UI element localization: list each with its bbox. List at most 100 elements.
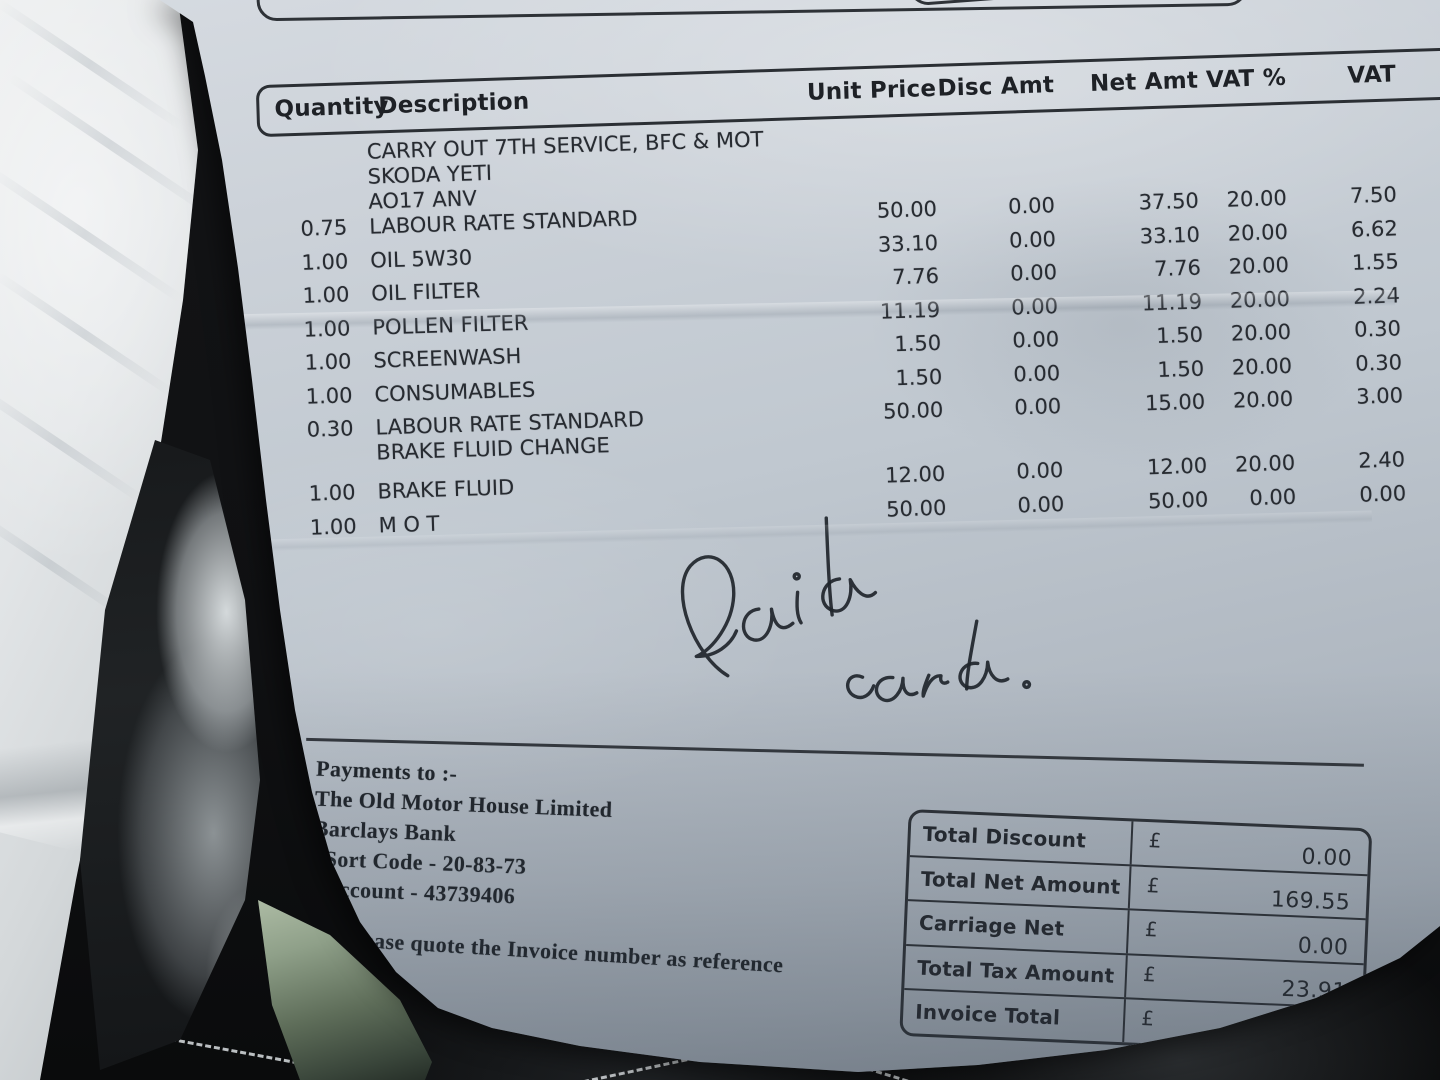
qty-cell: 1.00 xyxy=(303,315,351,342)
qty-cell: 0.75 xyxy=(300,215,348,241)
table-row: 0.75 LABOUR RATE STANDARD 50.00 0.00 37.… xyxy=(172,180,1440,254)
description-cell: SCREENWASH xyxy=(373,343,522,373)
vat-cell: 2.24 xyxy=(1352,282,1401,309)
vat-cell: 6.62 xyxy=(1350,215,1399,242)
qty-cell: 1.00 xyxy=(302,282,350,308)
description-cell: AO17 ANV xyxy=(368,186,478,214)
total-value: 0.00 xyxy=(1301,844,1353,872)
net-amt-cell: 11.19 xyxy=(1141,289,1203,315)
currency-symbol: £ xyxy=(1140,1005,1155,1031)
total-value: 193.46 xyxy=(1264,1020,1346,1049)
description-cell: SKODA YETI xyxy=(367,160,493,189)
totals-row: Total Tax Amount £ 23.91 xyxy=(904,945,1364,1010)
unit-price-cell: 12.00 xyxy=(884,461,946,488)
total-value-cell: £ 23.91 xyxy=(1126,955,1364,1007)
disc-amt-cell: 0.00 xyxy=(1013,360,1061,387)
total-label: Total Net Amount xyxy=(908,856,1132,909)
net-amt-cell: 15.00 xyxy=(1144,389,1206,416)
description-cell: POLLEN FILTER xyxy=(372,310,529,340)
description-line2: BRAKE FLUID CHANGE xyxy=(375,433,611,465)
header-net-amt: Net Amt xyxy=(1089,67,1199,97)
vat-cell: 2.40 xyxy=(1357,447,1406,473)
total-value-cell: £ 169.55 xyxy=(1130,866,1368,918)
total-value: 0.00 xyxy=(1297,932,1349,961)
currency-symbol: £ xyxy=(1142,961,1157,987)
disc-amt-cell: 0.00 xyxy=(1009,260,1058,286)
unit-price-cell: 50.00 xyxy=(882,397,944,424)
disc-amt-cell: 0.00 xyxy=(1014,394,1062,420)
header-description: Description xyxy=(378,88,530,120)
disc-amt-cell: 0.00 xyxy=(1007,193,1056,219)
vat-pct-cell: 20.00 xyxy=(1234,450,1296,477)
net-amt-cell: 1.50 xyxy=(1156,356,1205,382)
description-cell: OIL FILTER xyxy=(370,278,481,306)
vat-pct-cell: 20.00 xyxy=(1229,286,1291,313)
net-amt-cell: 1.50 xyxy=(1155,322,1204,349)
qty-cell: 1.00 xyxy=(301,248,349,275)
vat-pct-cell: 20.00 xyxy=(1228,252,1290,279)
description-cell: CONSUMABLES xyxy=(374,377,536,407)
currency-symbol: £ xyxy=(1144,917,1159,942)
net-amt-cell: 7.76 xyxy=(1153,255,1202,282)
table-row: 0.30 LABOUR RATE STANDARD BRAKE FLUID CHA… xyxy=(178,381,1440,485)
vat-cell: 1.55 xyxy=(1351,249,1400,275)
qty-cell: 0.30 xyxy=(306,416,354,442)
vat-cell: 0.00 xyxy=(1358,480,1407,507)
totals-row: Total Net Amount £ 169.55 xyxy=(907,856,1368,921)
net-amt-cell: 12.00 xyxy=(1146,453,1208,480)
vat-cell: 0.30 xyxy=(1354,349,1403,376)
total-value: 169.55 xyxy=(1270,887,1351,916)
payments-block: Payments to :- The Old Motor House Limit… xyxy=(309,754,976,985)
table-row: AO17 ANV xyxy=(171,155,1440,221)
paper-crease xyxy=(172,510,1372,554)
total-value: 23.91 xyxy=(1281,976,1348,1005)
table-row: CARRY OUT 7TH SERVICE, BFC & MOT xyxy=(170,105,1440,171)
clipped-address-box: 00 7LL xyxy=(255,0,1248,22)
qty-cell: 1.00 xyxy=(304,349,352,375)
items-table-header: Quantity Description Unit Price Disc Amt… xyxy=(255,47,1440,138)
totals-row: Total Discount £ 0.00 xyxy=(909,812,1370,876)
unit-price-cell: 11.19 xyxy=(879,297,941,324)
qty-cell: 1.00 xyxy=(308,480,356,506)
disc-amt-cell: 0.00 xyxy=(1016,458,1064,484)
currency-symbol: £ xyxy=(1146,872,1161,898)
clipped-meta-box xyxy=(902,0,1345,7)
table-row: 1.00 CONSUMABLES 1.50 0.00 1.50 20.00 0.… xyxy=(177,348,1440,422)
unit-price-cell: 50.00 xyxy=(876,196,938,223)
net-amt-cell: 33.10 xyxy=(1139,222,1201,248)
table-row: 1.00 OIL 5W30 33.10 0.00 33.10 20.00 6.6… xyxy=(173,214,1440,288)
vat-cell: 3.00 xyxy=(1355,383,1404,409)
description-cell: M O T xyxy=(378,511,440,538)
total-value-cell: £ 0.00 xyxy=(1132,821,1370,873)
description-cell: LABOUR RATE STANDARD BRAKE FLUID CHANGE xyxy=(353,402,795,480)
header-unit-price: Unit Price xyxy=(806,75,937,106)
net-amt-cell: 37.50 xyxy=(1138,188,1200,215)
header-vat: VAT xyxy=(1347,61,1397,89)
payments-divider-line xyxy=(306,737,1364,767)
net-amt-cell: 50.00 xyxy=(1147,486,1209,513)
table-row: SKODA YETI xyxy=(170,130,1440,196)
vat-pct-cell: 20.00 xyxy=(1226,185,1288,212)
payments-sort-code: Sort Code - 20-83-73 xyxy=(324,845,527,879)
disc-amt-cell: 0.00 xyxy=(1011,327,1060,353)
vat-cell: 0.30 xyxy=(1353,316,1402,342)
total-value-cell: £ 0.00 xyxy=(1128,910,1366,962)
table-row: 1.00 SCREENWASH 1.50 0.00 1.50 20.00 0.3… xyxy=(176,314,1440,388)
unit-price-cell: 50.00 xyxy=(885,495,947,522)
vat-pct-cell: 20.00 xyxy=(1232,386,1294,413)
table-row: 1.00 OIL FILTER 7.76 0.00 7.76 20.00 1.5… xyxy=(174,247,1440,321)
header-vat-pct: VAT % xyxy=(1205,64,1287,94)
table-row: 1.00 M O T 50.00 0.00 50.00 0.00 0.00 xyxy=(181,479,1440,553)
vat-pct-cell: 0.00 xyxy=(1249,484,1297,510)
disc-amt-cell: 0.00 xyxy=(1010,293,1059,320)
description-cell: LABOUR RATE STANDARD xyxy=(368,206,638,239)
payments-account: Account - 43739406 xyxy=(323,875,516,909)
unit-price-cell: 33.10 xyxy=(877,230,939,257)
table-row: 1.00 POLLEN FILTER 11.19 0.00 11.19 20.0… xyxy=(175,281,1440,355)
payments-bank: Barclays Bank xyxy=(313,815,457,847)
handwritten-paid-card-note xyxy=(680,516,1032,703)
total-label: Total Discount xyxy=(909,812,1134,864)
qty-cell: 1.00 xyxy=(305,382,353,409)
